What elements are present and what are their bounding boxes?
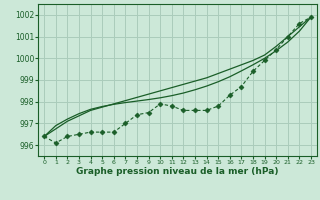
X-axis label: Graphe pression niveau de la mer (hPa): Graphe pression niveau de la mer (hPa) [76,167,279,176]
